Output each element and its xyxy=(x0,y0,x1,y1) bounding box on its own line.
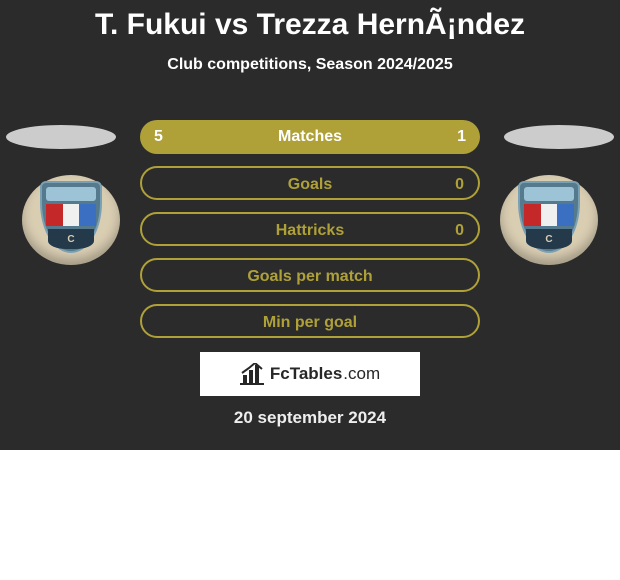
shield-initial: C xyxy=(48,229,94,249)
bottom-whitespace xyxy=(0,450,620,580)
stat-row-goals: Goals 0 xyxy=(140,166,480,200)
fctables-suffix: .com xyxy=(343,364,380,384)
fctables-text: FcTables.com xyxy=(270,364,380,384)
shield-icon: C xyxy=(40,181,102,253)
stat-value-left: 5 xyxy=(154,120,163,154)
shield-icon: C xyxy=(518,181,580,253)
stat-label: Hattricks xyxy=(276,222,344,239)
stat-row-goals-per-match: Goals per match xyxy=(140,258,480,292)
stat-row-min-per-goal: Min per goal xyxy=(140,304,480,338)
stat-label: Matches xyxy=(278,128,342,145)
player-avatar-right xyxy=(504,125,614,149)
stat-row-hattricks: Hattricks 0 xyxy=(140,212,480,246)
bar-chart-icon xyxy=(240,363,266,385)
date-label: 20 september 2024 xyxy=(0,408,620,428)
fctables-brand: FcTables xyxy=(270,364,342,384)
shield-mid-stripe xyxy=(46,204,96,226)
stat-row-matches: 5 Matches 1 xyxy=(140,120,480,154)
stat-label: Goals xyxy=(288,176,332,193)
page-title: T. Fukui vs Trezza HernÃ¡ndez xyxy=(0,0,620,42)
stat-value-right: 1 xyxy=(457,120,466,154)
stat-bars: 5 Matches 1 Goals 0 Hattricks 0 Goals pe… xyxy=(140,120,480,350)
fctables-watermark: FcTables.com xyxy=(200,352,420,396)
club-badge-right: C xyxy=(500,175,598,265)
stat-label: Min per goal xyxy=(263,314,357,331)
shield-mid-stripe xyxy=(524,204,574,226)
shield-initial: C xyxy=(526,229,572,249)
shield-top-stripe xyxy=(524,187,574,201)
stat-value-right: 0 xyxy=(455,168,464,202)
subtitle: Club competitions, Season 2024/2025 xyxy=(0,56,620,74)
player-avatar-left xyxy=(6,125,116,149)
shield-top-stripe xyxy=(46,187,96,201)
comparison-card: T. Fukui vs Trezza HernÃ¡ndez Club compe… xyxy=(0,0,620,450)
stat-value-right: 0 xyxy=(455,214,464,248)
club-badge-left: C xyxy=(22,175,120,265)
stat-label: Goals per match xyxy=(247,268,372,285)
